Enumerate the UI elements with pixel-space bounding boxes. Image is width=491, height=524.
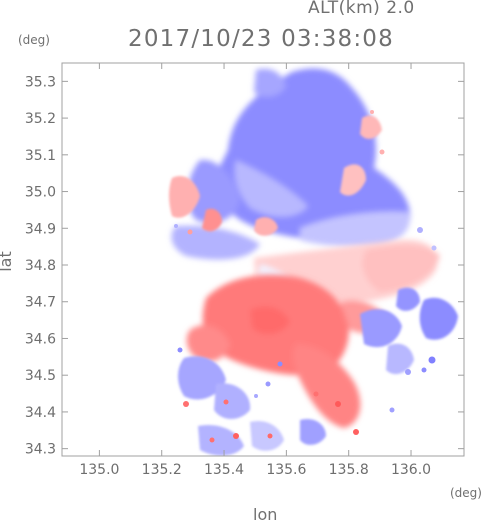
- x-tick-label: 135.0: [79, 462, 119, 478]
- northern-blue-echo: [171, 68, 411, 260]
- y-tick-label: 35.3: [25, 74, 56, 90]
- altitude-label: ALT(km) 2.0: [308, 0, 415, 18]
- x-tick-label: 135.6: [266, 462, 306, 478]
- y-axis-unit: (deg): [18, 33, 50, 47]
- plot-frame: [61, 62, 465, 457]
- southern-blue-fragments: [178, 287, 458, 456]
- x-tick-label: 135.8: [329, 462, 369, 478]
- y-tick-label: 34.5: [25, 368, 56, 384]
- y-tick-label: 35.1: [25, 148, 56, 164]
- y-tick-label: 34.4: [25, 405, 56, 421]
- echo-speckles: [174, 110, 437, 443]
- y-tick-label: 34.8: [25, 258, 56, 274]
- y-tick-label: 34.6: [25, 331, 56, 347]
- y-tick-label: 34.3: [25, 442, 56, 458]
- y-tick-label: 35.0: [25, 185, 56, 201]
- y-tick-label: 35.2: [25, 111, 56, 127]
- northern-pink-streaks: [169, 115, 382, 236]
- x-tick-label: 135.2: [142, 462, 182, 478]
- observation-timestamp: 2017/10/23 03:38:08: [128, 26, 394, 52]
- y-tick-label: 34.9: [25, 221, 56, 237]
- x-axis-ticks: 135.0 135.2 135.4 135.6 135.8 136.0: [79, 63, 431, 478]
- y-axis-ticks: 35.3 35.2 35.1 35.0 34.9 34.8 34.7 34.6 34.5 34.4…: [25, 74, 464, 458]
- x-axis-label: lon: [253, 505, 278, 524]
- x-tick-label: 136.0: [391, 462, 431, 478]
- x-axis-unit: (deg): [450, 486, 482, 500]
- doppler-velocity-field: [169, 68, 458, 456]
- x-tick-label: 135.4: [204, 462, 244, 478]
- y-tick-label: 34.7: [25, 295, 56, 311]
